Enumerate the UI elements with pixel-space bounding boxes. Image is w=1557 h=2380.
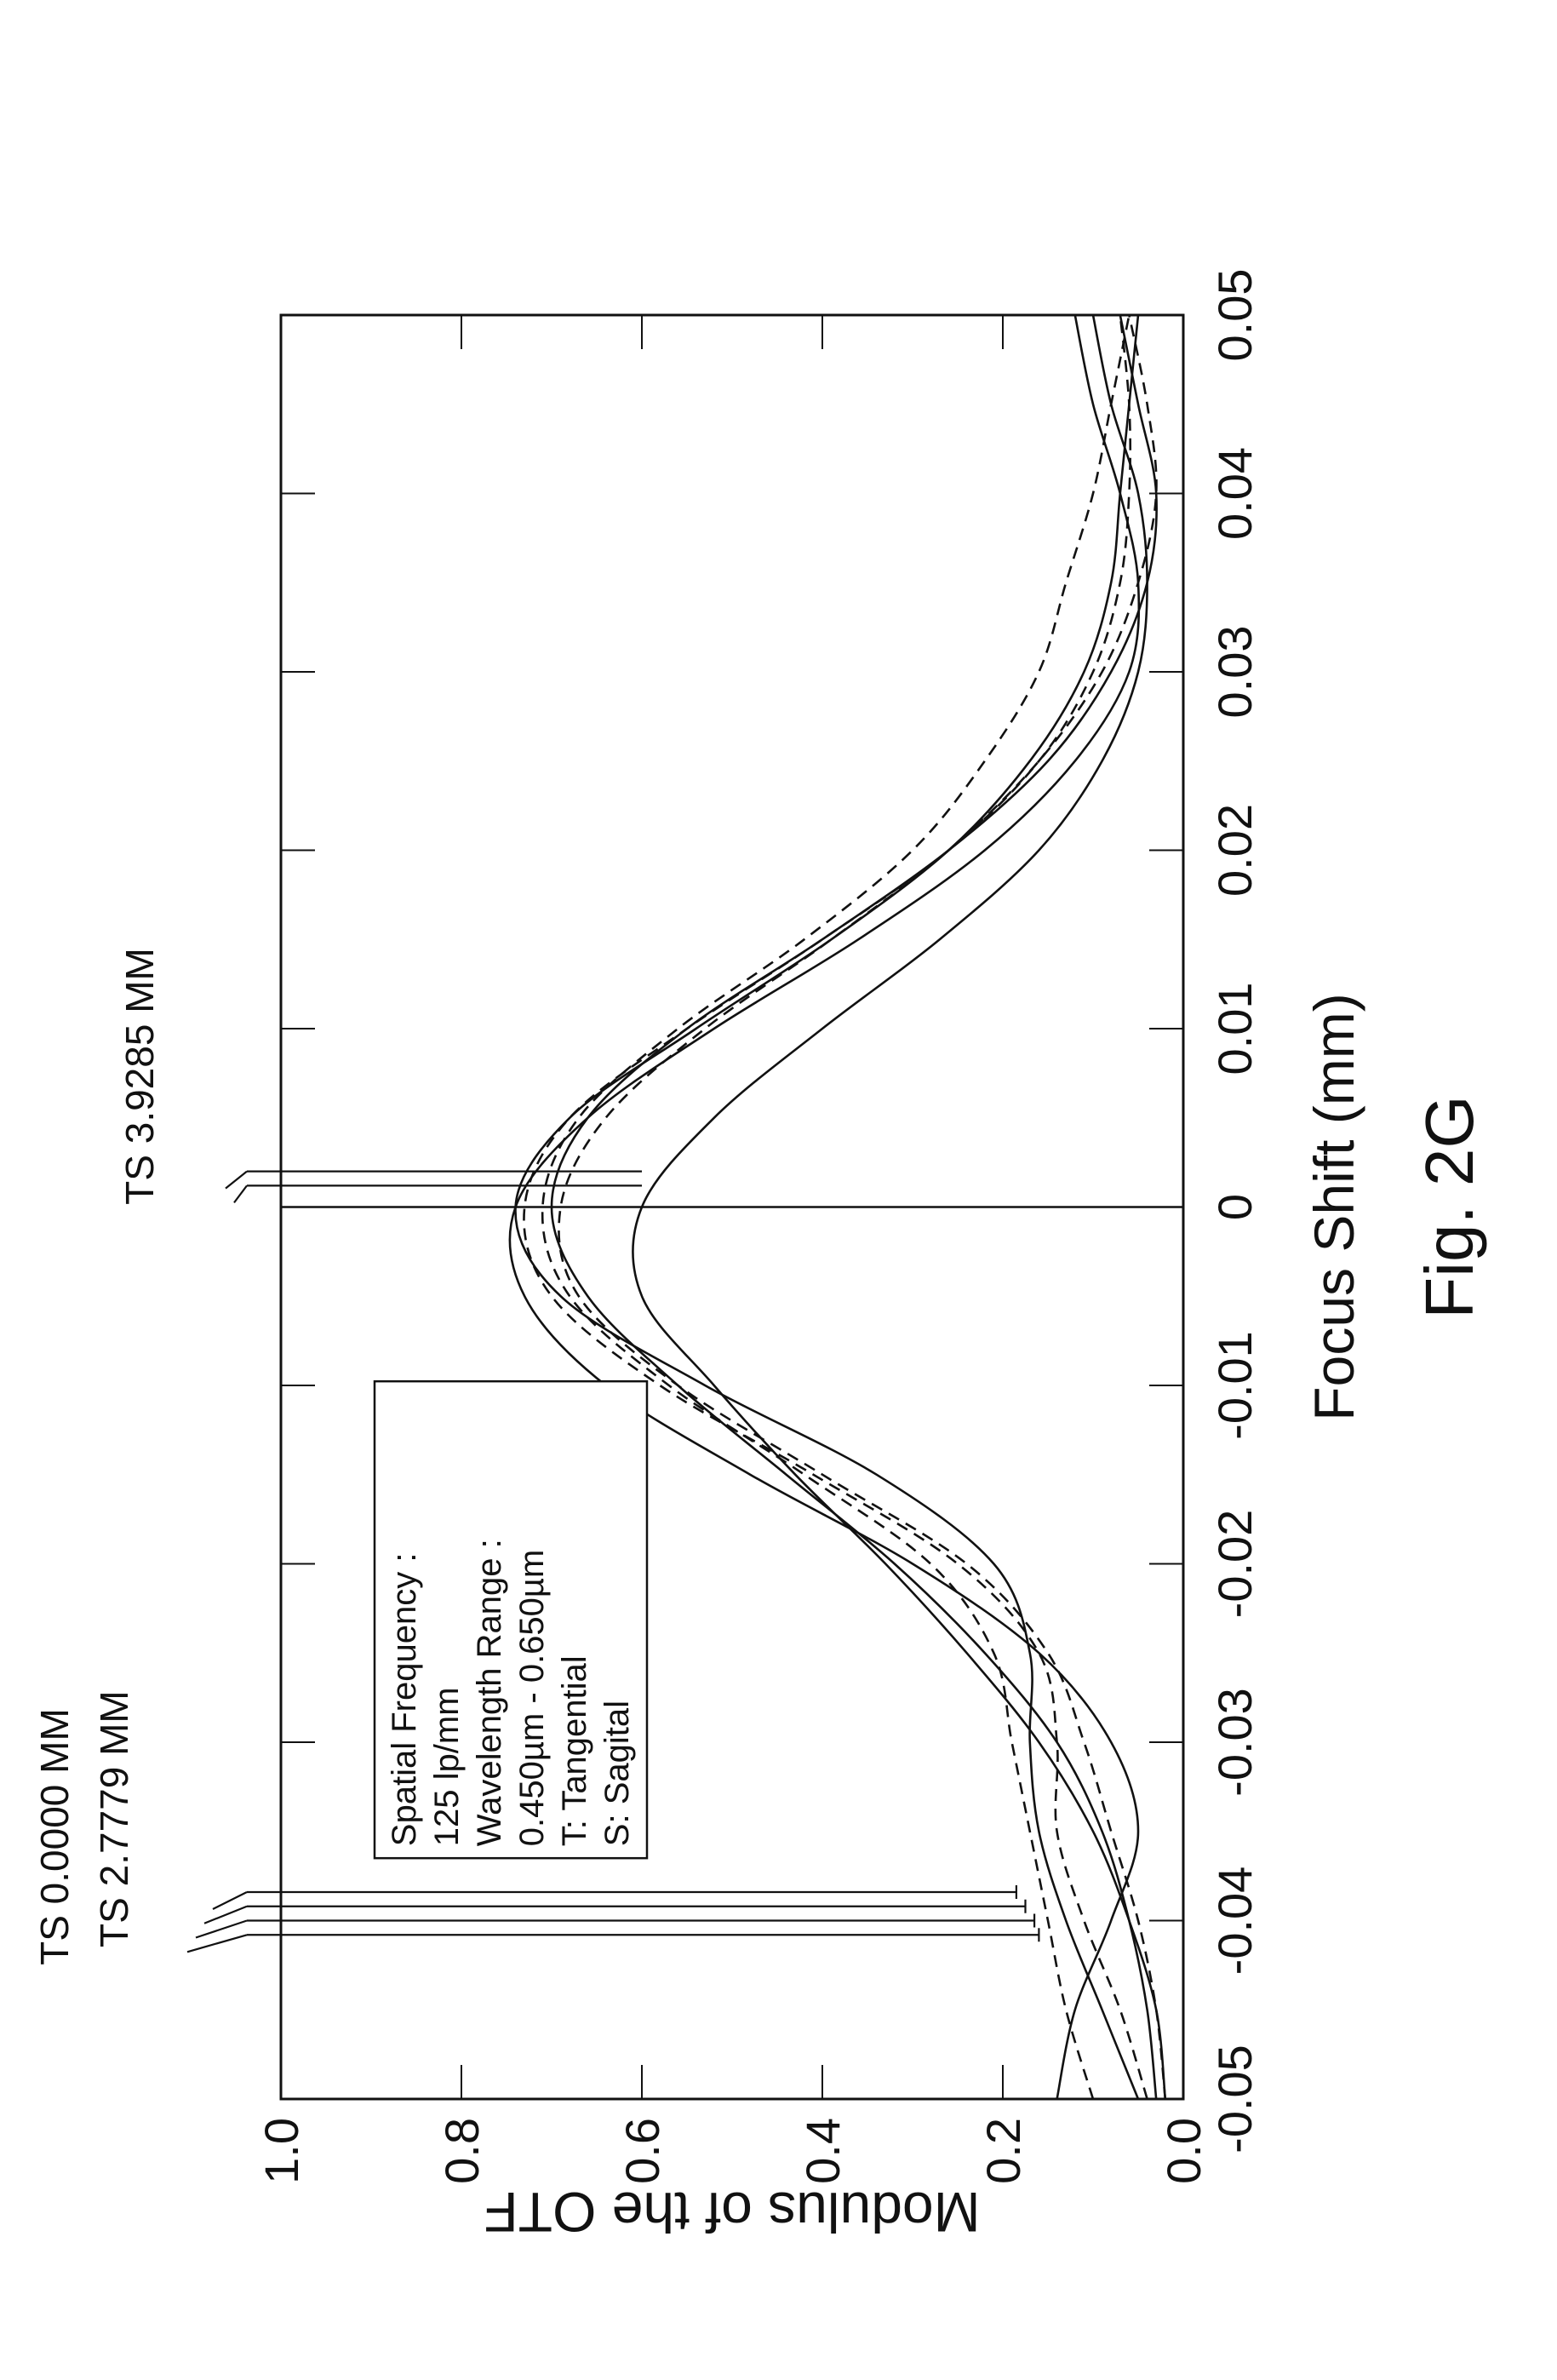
legend-box: Spatial Frequency : 125 lp/mm Wavelength… xyxy=(373,1379,649,1860)
plot-frame xyxy=(279,313,1185,2101)
field-marker-leader-5 xyxy=(225,1170,248,1190)
legend-line-tangential: T: Tangential xyxy=(556,1655,593,1846)
legend-line-sagital: S: Sagital xyxy=(598,1700,636,1846)
figure-label: Fig. 2G xyxy=(1411,1095,1487,1318)
field-label-ts-2-7779: TS 2.7779 MM xyxy=(92,1690,136,1947)
x-tick-label-10: 0.05 xyxy=(1208,269,1262,362)
series-line-4 xyxy=(523,314,1148,2100)
y-tick-label-1: 0.2 xyxy=(976,2118,1030,2184)
x-tick-label-1: -0.04 xyxy=(1208,1867,1262,1976)
y-tick-label-2: 0.4 xyxy=(796,2118,850,2184)
series-line-1 xyxy=(550,314,1158,2100)
x-tick-label-7: 0.02 xyxy=(1208,804,1262,897)
legend-line-wavelength-range: Wavelength Range : xyxy=(471,1539,508,1846)
x-tick-label-0: -0.05 xyxy=(1208,2045,1262,2153)
x-tick-label-9: 0.04 xyxy=(1208,447,1262,540)
field-marker-leader-4 xyxy=(233,1184,248,1204)
series-line-0 xyxy=(632,314,1167,2100)
x-tick-label-8: 0.03 xyxy=(1208,626,1262,719)
x-tick-label-5: 0 xyxy=(1208,1194,1262,1220)
x-tick-label-2: -0.03 xyxy=(1208,1688,1262,1797)
legend-line-frequency-value: 125 lp/mm xyxy=(428,1687,466,1846)
y-tick-label-4: 0.8 xyxy=(435,2118,489,2184)
y-axis-label: Modulus of the OTF xyxy=(484,2181,980,2244)
series-curves xyxy=(508,314,1167,2100)
field-markers xyxy=(186,1170,1040,1953)
y-tick-labels: 0.0 0.2 0.4 0.6 0.8 1.0 xyxy=(255,2118,1211,2184)
series-line-6 xyxy=(558,314,1167,2100)
legend-line-wavelength-value: 0.450µm - 0.650µm xyxy=(513,1550,551,1846)
series-line-3 xyxy=(514,314,1140,2100)
field-marker-leader-0 xyxy=(212,1890,248,1910)
legend-line-spatial-frequency: Spatial Frequency : xyxy=(386,1553,423,1847)
field-marker-leader-1 xyxy=(203,1905,248,1924)
x-tick-label-3: -0.02 xyxy=(1208,1510,1262,1619)
x-axis-label: Focus Shift (mm) xyxy=(1302,993,1365,1420)
y-tick-label-0: 0.0 xyxy=(1157,2118,1211,2184)
rotated-figure: -0.05 -0.04 -0.03 -0.02 -0.01 0 0.01 0.02 0.03 0.… xyxy=(32,269,1487,2245)
x-tick-label-6: 0.01 xyxy=(1208,983,1262,1075)
y-tick-label-3: 0.6 xyxy=(615,2118,669,2184)
x-tick-label-4: -0.01 xyxy=(1208,1331,1262,1440)
field-marker-leader-3 xyxy=(186,1934,248,1953)
legend-frame xyxy=(373,1379,649,1860)
field-label-ts-0: TS 0.0000 MM xyxy=(32,1708,77,1965)
y-tick-label-5: 1.0 xyxy=(255,2118,308,2184)
field-marker-leader-2 xyxy=(195,1919,248,1939)
x-tick-labels: -0.05 -0.04 -0.03 -0.02 -0.01 0 0.01 0.02 0.03 0.… xyxy=(1208,269,1262,2153)
field-label-ts-3-9285: TS 3.9285 MM xyxy=(117,948,162,1205)
